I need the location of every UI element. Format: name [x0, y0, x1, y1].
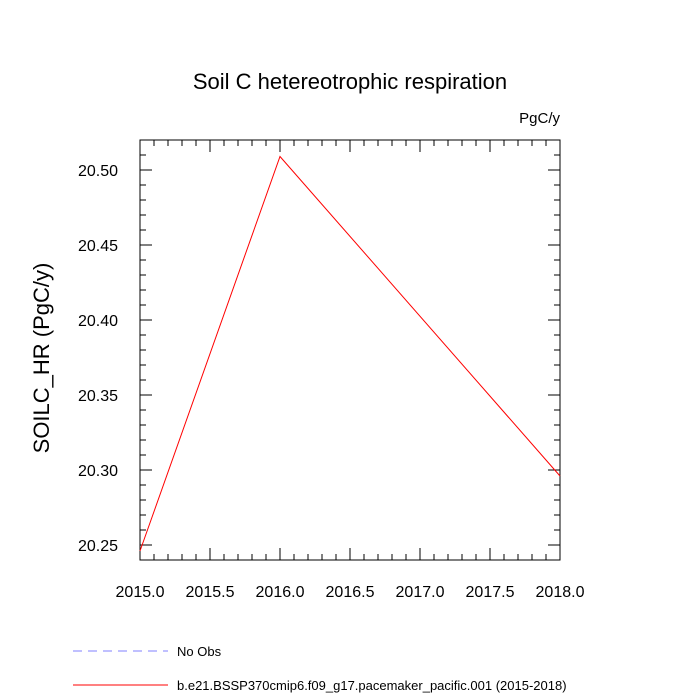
y-tick-label: 20.35: [78, 388, 118, 405]
x-tick-label: 2018.0: [536, 584, 585, 601]
y-tick-label: 20.50: [78, 163, 118, 180]
x-tick-label: 2015.0: [116, 584, 165, 601]
x-tick-label: 2015.5: [186, 584, 235, 601]
x-tick-label: 2017.0: [396, 584, 445, 601]
legend: No Obs b.e21.BSSP370cmip6.f09_g17.pacema…: [73, 644, 567, 693]
x-tick-label: 2017.5: [466, 584, 515, 601]
y-tick-label: 20.45: [78, 238, 118, 255]
units-label: PgC/y: [519, 110, 560, 127]
chart-title: Soil C hetereotrophic respiration: [193, 69, 507, 94]
plot-frame: [139, 139, 561, 561]
y-tick-label: 20.25: [78, 538, 118, 555]
y-tick-label: 20.40: [78, 313, 118, 330]
y-axis-label: SOILC_HR (PgC/y): [29, 263, 54, 454]
axis-ticks: 2015.0 2015.5 2016.0 2016.5 2017.0 2017.5 2018…: [78, 139, 585, 601]
series-line: [139, 155, 561, 552]
x-tick-label: 2016.5: [326, 584, 375, 601]
legend-label-model: b.e21.BSSP370cmip6.f09_g17.pacemaker_pac…: [177, 678, 567, 693]
x-tick-label: 2016.0: [256, 584, 305, 601]
series-layer: [139, 155, 561, 552]
legend-label-no-obs: No Obs: [177, 644, 222, 659]
y-tick-label: 20.30: [78, 463, 118, 480]
